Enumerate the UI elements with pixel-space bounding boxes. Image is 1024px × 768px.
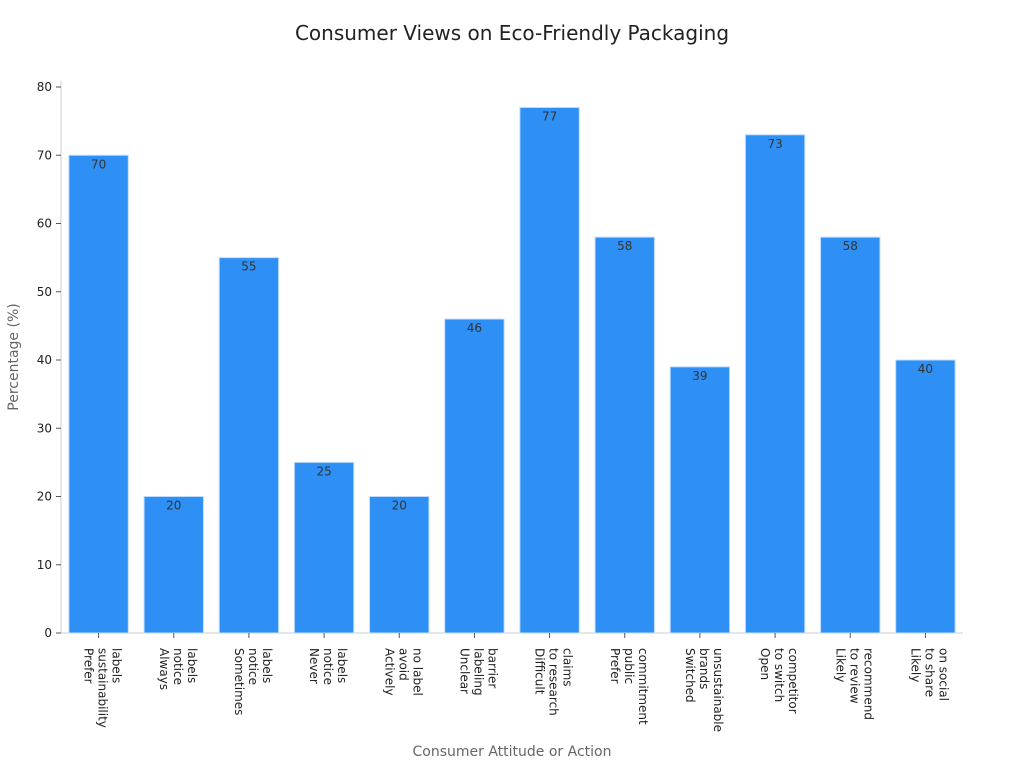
x-tick-label: Always notice labels <box>157 648 199 690</box>
x-tick-label-line: to switch <box>772 648 786 702</box>
x-tick-label-line: notice <box>321 648 335 685</box>
data-label: 70 <box>91 157 106 171</box>
x-tick-label-line: labels <box>260 648 274 683</box>
x-tick-label-line: Likely <box>908 648 922 682</box>
data-label: 55 <box>241 260 256 274</box>
x-tick-label-line: to research <box>547 648 561 716</box>
bar <box>218 257 280 634</box>
y-tick-label: 80 <box>37 80 52 94</box>
x-tick-label-line: recommend <box>861 648 875 720</box>
y-tick-label: 40 <box>37 353 52 367</box>
x-tick-label: Prefer sustainability labels <box>82 648 124 728</box>
x-tick-label: Never notice labels <box>307 648 349 685</box>
x-tick-label-line: competitor <box>786 648 800 714</box>
x-tick-label-line: notice <box>171 648 185 685</box>
bar <box>68 154 129 634</box>
bar <box>744 134 806 634</box>
x-tick-label-line: on social <box>936 648 950 701</box>
data-label: 77 <box>542 109 557 123</box>
chart-title: Consumer Views on Eco-Friendly Packaging <box>295 21 729 45</box>
y-tick-label: 50 <box>37 285 52 299</box>
data-label: 20 <box>392 499 407 513</box>
x-tick-label-line: barrier <box>485 648 499 688</box>
bar <box>519 106 580 634</box>
x-tick-label: Difficult to research claims <box>533 648 575 716</box>
x-tick-label: Switched brands unsustainable <box>683 648 725 732</box>
bar <box>669 366 731 634</box>
y-tick-label: 30 <box>37 421 52 435</box>
data-label: 58 <box>617 239 632 253</box>
x-tick-label-line: unsustainable <box>711 648 725 732</box>
data-label: 25 <box>316 464 331 478</box>
x-tick-label-line: notice <box>246 648 260 685</box>
y-tick-label: 10 <box>37 558 52 572</box>
y-axis-title: Percentage (%) <box>6 303 22 410</box>
x-tick-label: Sometimes notice labels <box>232 648 274 715</box>
y-tick-label: 0 <box>44 626 52 640</box>
x-axis-title: Consumer Attitude or Action <box>413 744 612 760</box>
x-tick-label-line: Likely <box>833 648 847 682</box>
data-label: 40 <box>918 362 933 376</box>
x-tick-label-line: brands <box>697 648 711 689</box>
bar <box>293 461 355 634</box>
x-tick-label: Prefer public commitment <box>608 648 650 725</box>
data-label: 58 <box>843 239 858 253</box>
bar <box>369 496 430 634</box>
x-tick-label-line: commitment <box>636 648 650 725</box>
data-label: 46 <box>467 321 482 335</box>
x-tick-label-line: Difficult <box>533 648 547 695</box>
x-tick-label-line: Open <box>758 648 772 680</box>
x-tick-label-line: to share <box>922 648 936 697</box>
x-tick-label-line: Actively <box>382 648 396 696</box>
x-tick-label-line: labels <box>185 648 199 683</box>
x-tick-label: Likely to share on social <box>908 648 950 701</box>
data-label: 20 <box>166 499 181 513</box>
x-tick-label-line: labeling <box>471 648 485 696</box>
x-tick-label-line: sustainability <box>96 648 110 728</box>
y-tick-label: 60 <box>37 217 52 231</box>
bar <box>594 236 655 634</box>
y-tick-label: 20 <box>37 490 52 504</box>
bar <box>143 496 204 634</box>
x-tick-label-line: Unclear <box>457 648 471 694</box>
x-tick-label-line: Prefer <box>82 648 96 684</box>
x-tick-label-line: avoid <box>396 648 410 681</box>
x-tick-label-line: Prefer <box>608 648 622 684</box>
bar <box>444 318 505 634</box>
x-tick-label-line: Switched <box>683 648 697 703</box>
x-tick-label: Open to switch competitor <box>758 648 800 714</box>
x-tick-label-line: Sometimes <box>232 648 246 715</box>
bar <box>820 236 881 634</box>
x-tick-label-line: Always <box>157 648 171 690</box>
x-tick-label-line: labels <box>335 648 349 683</box>
x-tick-label-line: claims <box>561 648 575 687</box>
x-tick-label: Actively avoid no label <box>382 648 424 696</box>
bar <box>895 359 956 634</box>
x-tick-label-line: no label <box>410 648 424 696</box>
y-tick-label: 70 <box>37 148 52 162</box>
x-tick-label-line: public <box>622 648 636 684</box>
x-tick-label: Unclear labeling barrier <box>457 648 499 696</box>
data-label: 73 <box>767 137 782 151</box>
x-tick-label: Likely to review recommend <box>833 648 875 720</box>
x-tick-label-line: labels <box>110 648 124 683</box>
x-tick-label-line: to review <box>847 648 861 704</box>
data-label: 39 <box>692 369 707 383</box>
x-tick-label-line: Never <box>307 648 321 684</box>
